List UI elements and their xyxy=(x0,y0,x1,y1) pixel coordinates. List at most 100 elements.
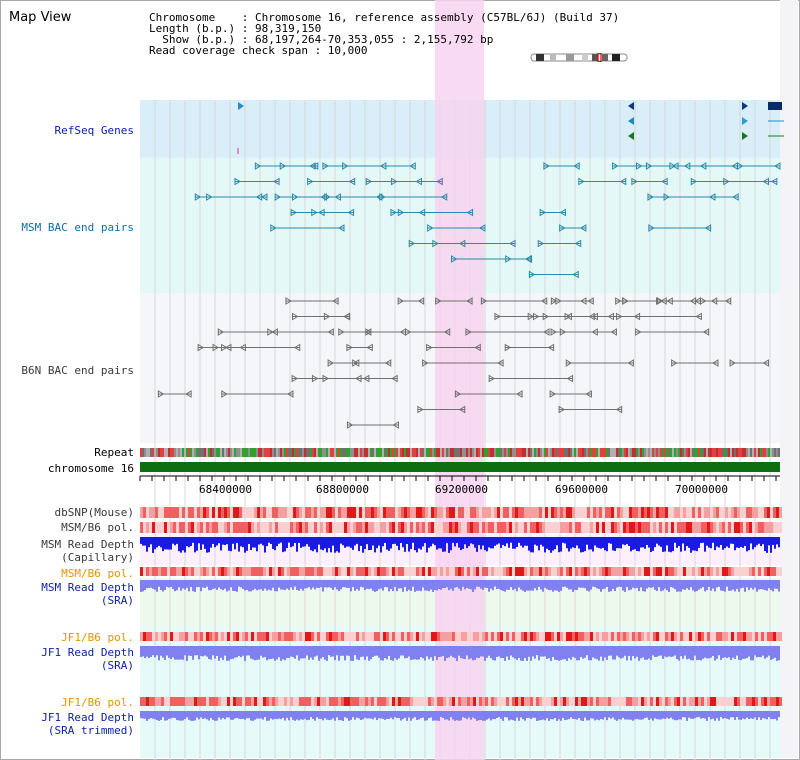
polymorphism-cell xyxy=(488,567,491,576)
polymorphism-cell xyxy=(218,632,221,641)
read-depth-bar xyxy=(664,537,666,552)
read-depth-bar xyxy=(502,646,504,659)
bac-end-marker xyxy=(327,328,334,336)
read-depth-bar xyxy=(536,580,538,591)
read-depth-bar xyxy=(416,646,418,660)
read-depth-bar xyxy=(638,711,640,720)
polymorphism-cell xyxy=(383,567,386,576)
track-label-b6n-bac[interactable]: B6N BAC end pairs xyxy=(21,364,134,377)
track-label-dbsnp[interactable]: dbSNP(Mouse) xyxy=(54,506,134,519)
track-label-jf1-b6-pol[interactable]: JF1/B6 pol. xyxy=(61,631,134,644)
polymorphism-cell xyxy=(389,522,392,533)
read-depth-bar xyxy=(632,646,634,657)
read-depth-bar xyxy=(346,580,348,588)
read-depth-bar xyxy=(758,537,760,544)
polymorphism-cell xyxy=(182,632,185,641)
polymorphism-cell xyxy=(764,697,767,706)
read-depth-bar xyxy=(148,646,150,659)
track-label-msm-bac[interactable]: MSM BAC end pairs xyxy=(21,221,134,234)
read-depth-bar xyxy=(600,580,602,592)
polymorphism-cell xyxy=(290,522,293,533)
read-depth-bar xyxy=(458,646,460,656)
track-label-jf1-read-depth-trimmed[interactable]: JF1 Read Depth xyxy=(41,711,134,724)
polymorphism-cell xyxy=(176,632,179,641)
polymorphism-cell xyxy=(434,507,437,518)
polymorphism-cell xyxy=(596,507,599,518)
read-depth-bar xyxy=(592,580,594,587)
repeat-segment xyxy=(282,448,284,457)
repeat-segment xyxy=(228,448,230,457)
read-depth-bar xyxy=(608,580,610,592)
polymorphism-cell xyxy=(653,632,656,641)
repeat-segment xyxy=(222,448,224,457)
read-depth-bar xyxy=(268,711,270,721)
read-depth-bar xyxy=(252,711,254,721)
polymorphism-cell xyxy=(164,507,167,518)
polymorphism-cell xyxy=(395,697,398,706)
polymorphism-cell xyxy=(449,567,452,576)
polymorphism-cell xyxy=(614,632,617,641)
polymorphism-cell xyxy=(662,567,665,576)
polymorphism-cell xyxy=(170,632,173,641)
polymorphism-cell xyxy=(200,697,203,706)
read-depth-bar xyxy=(692,646,694,661)
repeat-segment xyxy=(320,448,322,457)
read-depth-bar xyxy=(394,580,396,588)
polymorphism-cell xyxy=(527,697,530,706)
read-depth-bar xyxy=(176,537,178,544)
read-depth-bar xyxy=(570,646,572,660)
polymorphism-cell xyxy=(344,507,347,518)
polymorphism-cell xyxy=(608,697,611,706)
repeat-segment xyxy=(566,448,568,457)
polymorphism-cell xyxy=(566,632,569,641)
read-depth-bar xyxy=(216,711,218,721)
read-depth-bar xyxy=(194,537,196,553)
polymorphism-cell xyxy=(680,522,683,533)
track-label-refseq[interactable]: RefSeq Genes xyxy=(54,124,134,137)
polymorphism-cell xyxy=(488,507,491,518)
polymorphism-cell xyxy=(278,507,281,518)
polymorphism-cell xyxy=(482,507,485,518)
track-label-msm-b6-pol[interactable]: MSM/B6 pol. xyxy=(61,521,134,534)
chromosome-ideogram[interactable] xyxy=(530,53,628,62)
track-label-msm-read-depth-sra[interactable]: MSM Read Depth xyxy=(41,581,134,594)
track-label-jf1-b6-pol-trimmed[interactable]: JF1/B6 pol. xyxy=(61,696,134,709)
bac-end-marker xyxy=(254,162,262,170)
read-depth-bar xyxy=(146,580,148,589)
polymorphism-cell xyxy=(335,697,338,706)
track-label-msm-read-depth-capillary[interactable]: MSM Read Depth xyxy=(41,538,134,551)
polymorphism-cell xyxy=(638,522,641,533)
read-depth-bar xyxy=(450,580,452,589)
read-depth-bar xyxy=(266,537,268,547)
read-depth-bar xyxy=(220,537,222,551)
polymorphism-cell xyxy=(239,522,242,533)
polymorphism-cell xyxy=(638,567,641,576)
polymorphism-cell xyxy=(419,522,422,533)
polymorphism-cell xyxy=(572,697,575,706)
repeat-segment xyxy=(560,448,562,457)
track-label-jf1-read-depth-sra[interactable]: JF1 Read Depth xyxy=(41,646,134,659)
read-depth-bar xyxy=(412,537,414,543)
polymorphism-cell xyxy=(719,507,722,518)
polymorphism-cell xyxy=(479,567,482,576)
polymorphism-cell xyxy=(449,522,452,533)
read-depth-bar xyxy=(602,580,604,590)
polymorphism-cell xyxy=(158,522,161,533)
bac-end-marker xyxy=(724,297,732,305)
read-depth-bar xyxy=(288,646,290,658)
read-depth-bar xyxy=(362,711,364,720)
polymorphism-cell xyxy=(194,567,197,576)
repeat-segment xyxy=(588,448,590,457)
read-depth-bar xyxy=(326,711,328,720)
read-depth-bar xyxy=(242,537,244,548)
track-label-msm-b6-pol-sra[interactable]: MSM/B6 pol. xyxy=(61,567,134,580)
read-depth-bar xyxy=(406,646,408,658)
repeat-segment xyxy=(756,448,758,457)
repeat-segment xyxy=(170,448,172,457)
read-depth-bar xyxy=(160,537,162,548)
read-depth-bar xyxy=(450,711,452,718)
polymorphism-cell xyxy=(536,697,539,706)
repeat-segment xyxy=(468,448,470,457)
polymorphism-cell xyxy=(275,522,278,533)
